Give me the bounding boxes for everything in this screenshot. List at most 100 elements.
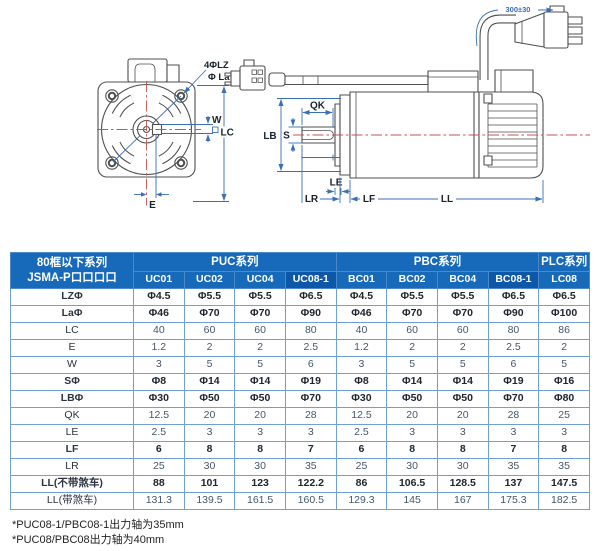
corner-header: 80框以下系列 JSMA-P口口口口 [10,252,134,289]
row-label: LL(带煞车) [10,492,134,510]
mounting-holes [105,89,188,170]
dim-s: S [283,118,302,152]
spec-cell: 20 [183,407,236,425]
dim-lb: LB [263,98,341,172]
spec-cell: 8 [538,441,590,459]
row-label: LC [10,322,134,340]
ll-label: LL [441,194,453,205]
spec-cell: 139.5 [183,492,236,510]
spec-cell: 30 [436,458,489,476]
model-column-header: UC02 [183,271,236,289]
spec-cell: 7 [487,441,540,459]
spec-cell: Φ16 [538,373,590,391]
series-group-header: PUC系列 [133,252,337,272]
spec-cell: Φ70 [386,305,438,323]
terminal-box [427,70,479,93]
spec-cell: Φ14 [234,373,286,391]
row-label: W [10,356,134,374]
spec-cell: 40 [133,322,185,340]
frame-size-label: LC [221,128,234,139]
spec-cell: 35 [487,458,540,476]
dim-e: E [134,134,169,211]
spec-cell: 128.5 [436,475,489,493]
spec-cell: 5 [436,356,489,374]
table-row: LBΦ Φ30 Φ50 Φ50 Φ70 Φ30 Φ50 Φ50 Φ70 Φ80 [10,390,590,408]
dimension-diagram: 4ΦLZ Φ La W LC E [0,0,600,250]
spec-cell: 5 [538,356,590,374]
spec-cell: 60 [386,322,438,340]
spec-cell: 3 [436,424,489,442]
table-row: LL(带煞车) 131.3 139.5 161.5 160.5 129.3 145 167 17… [10,492,590,510]
side-view: 300±30 LB S QK [224,3,590,205]
spec-cell: Φ46 [133,305,185,323]
spec-cell: 3 [538,424,590,442]
spec-cell: Φ70 [284,390,337,408]
spec-cell: 129.3 [335,492,388,510]
dim-bottom: LR LF LL [301,145,544,205]
front-connector [127,58,180,83]
table-row: LF 6 8 8 7 6 8 8 7 8 [10,441,590,459]
lf-label: LF [363,194,375,205]
spec-cell: 3 [133,356,185,374]
spec-cell: Φ8 [335,373,388,391]
spec-cell: 160.5 [284,492,337,510]
spec-cell: Φ14 [436,373,489,391]
spec-cell: 40 [335,322,388,340]
footnote-2: *PUC08/PBC08出力轴为40mm [12,533,165,546]
spec-cell: 2.5 [335,424,388,442]
spec-cell: Φ6.5 [284,288,337,306]
spec-cell: 8 [436,441,489,459]
spec-cell: 6 [284,356,337,374]
spec-cell: 28 [487,407,540,425]
spec-cell: Φ19 [284,373,337,391]
spec-cell: Φ100 [538,305,590,323]
spec-cell: 3 [487,424,540,442]
spec-cell: Φ5.5 [183,288,236,306]
spec-cell: Φ90 [284,305,337,323]
key-length-label: QK [310,101,326,112]
spec-cell: 12.5 [133,407,185,425]
bolt-circle-label: Φ La [208,72,230,83]
spec-cell: 5 [234,356,286,374]
shaft-dia-label: S [283,131,290,142]
footnotes: *PUC08-1/PBC08-1出力轴为35mm *PUC08/PBC08出力轴… [12,518,600,548]
spec-cell: 147.5 [538,475,590,493]
flange-slots [111,94,182,165]
spec-cell: 131.3 [133,492,185,510]
spec-cell: 6 [487,356,540,374]
spec-cell: Φ70 [183,305,236,323]
spec-table-head: 80框以下系列 JSMA-P口口口口 PUC系列 PBC系列 PLC系列 UC01 UC02… [10,252,590,289]
spec-cell: 3 [386,424,438,442]
model-column-header: LC08 [538,271,590,289]
table-row: LR 25 30 30 35 25 30 30 35 35 [10,458,590,476]
model-column-header: BC01 [335,271,388,289]
series-group-header: PLC系列 [538,252,590,272]
spec-cell: 182.5 [538,492,590,510]
table-row: LaΦ Φ46 Φ70 Φ70 Φ90 Φ46 Φ70 Φ70 Φ90 Φ100 [10,305,590,323]
spec-cell: Φ6.5 [538,288,590,306]
row-label: QK [10,407,134,425]
spec-cell: 86 [335,475,388,493]
row-label: LaΦ [10,305,134,323]
spec-cell: 20 [234,407,286,425]
spec-cell: 2 [538,339,590,357]
spec-cell: 6 [335,441,388,459]
spec-cell: 12.5 [335,407,388,425]
le-label: LE [330,178,343,189]
table-row: QK 12.5 20 20 28 12.5 20 20 28 25 [10,407,590,425]
row-label: LZΦ [10,288,134,306]
spec-cell: 8 [183,441,236,459]
spec-cell: Φ46 [335,305,388,323]
footnote-1: *PUC08-1/PBC08-1出力轴为35mm [12,519,184,531]
spec-cell: 30 [183,458,236,476]
spec-cell: 8 [234,441,286,459]
spec-cell: Φ30 [133,390,185,408]
spec-cell: 25 [335,458,388,476]
spec-cell: Φ70 [436,305,489,323]
spec-cell: 20 [436,407,489,425]
row-label: LF [10,441,134,459]
spec-cell: Φ30 [335,390,388,408]
spec-cell: 1.2 [335,339,388,357]
spec-cell: 2 [386,339,438,357]
spec-cell: 3 [284,424,337,442]
